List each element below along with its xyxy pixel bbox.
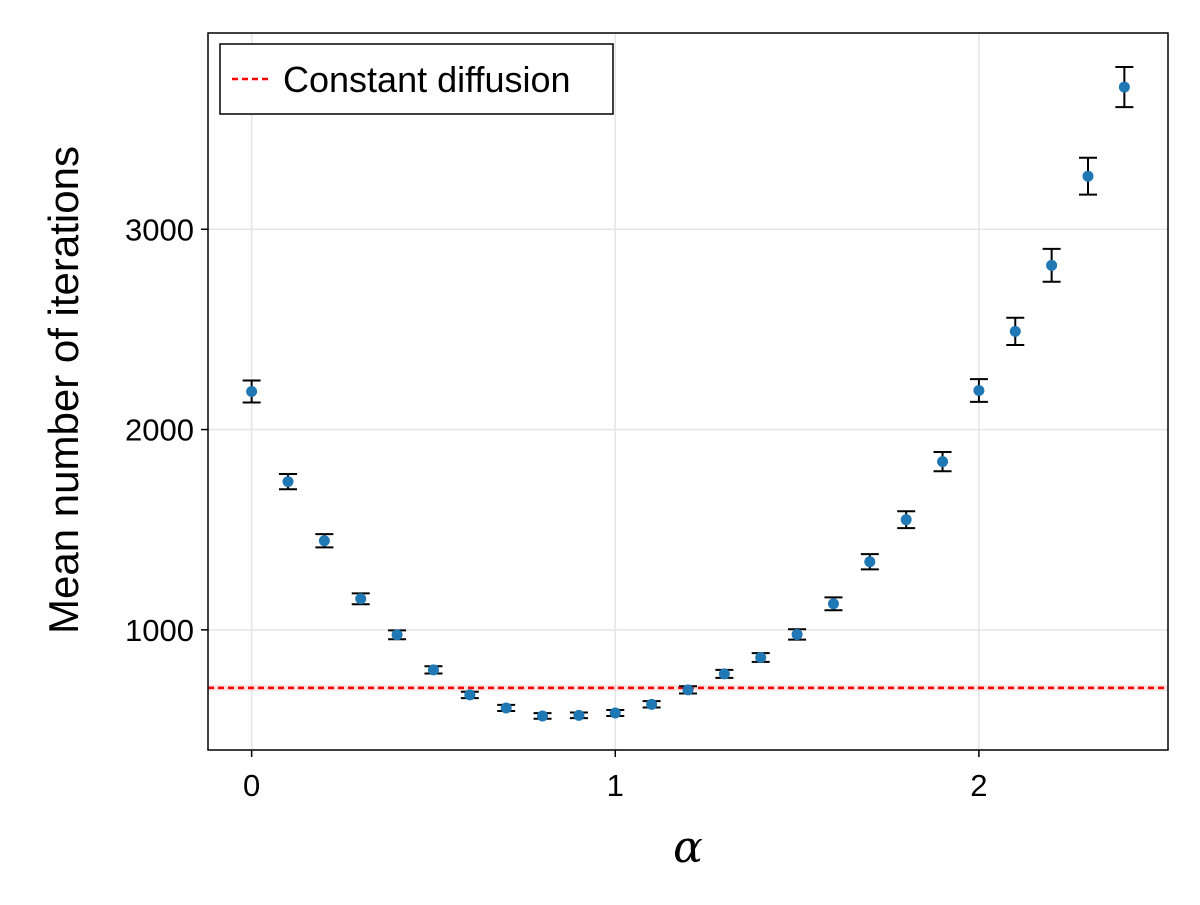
data-point-group <box>860 553 879 571</box>
data-point-group <box>1042 247 1061 283</box>
data-point-group <box>242 379 261 404</box>
data-point <box>1082 170 1094 182</box>
x-tick-label: 2 <box>970 768 987 803</box>
y-tick-label: 2000 <box>125 413 194 448</box>
x-tick-label: 0 <box>243 768 260 803</box>
data-point-group <box>315 533 334 549</box>
data-point-group <box>569 709 588 721</box>
y-axis-label: Mean number of iterations <box>40 146 87 634</box>
data-point-group <box>969 378 988 403</box>
grid <box>208 33 1168 750</box>
data-point <box>246 386 258 397</box>
data-point-group <box>642 698 661 710</box>
data-point <box>500 702 512 714</box>
data-point <box>355 593 367 605</box>
data-point-group <box>351 592 370 606</box>
data-point-group <box>679 684 697 696</box>
data-point-group <box>1006 316 1025 347</box>
data-point-group <box>497 702 516 714</box>
data-point-group <box>751 651 770 663</box>
data-point <box>464 689 476 701</box>
data-point <box>755 651 767 663</box>
data-point-group <box>424 664 443 676</box>
data-point <box>646 698 658 710</box>
data-point <box>900 514 912 526</box>
data-point <box>427 664 439 676</box>
data-point <box>1118 81 1130 93</box>
data-point <box>1046 259 1058 271</box>
data-point-group <box>1079 156 1097 196</box>
x-tick-label: 1 <box>607 768 624 803</box>
y-tick-label: 3000 <box>125 212 194 247</box>
data-point <box>718 668 730 680</box>
axes-ticks: 0 1 2 1000 2000 3000 <box>125 212 988 803</box>
data-point <box>827 598 839 610</box>
data-point-group <box>460 689 479 701</box>
data-point-group <box>824 596 843 612</box>
data-point <box>973 384 985 396</box>
legend-box <box>219 43 614 115</box>
data-point-group <box>715 668 734 680</box>
plot-frame <box>207 32 1169 751</box>
y-tick-label: 1000 <box>125 613 194 648</box>
data-point <box>537 710 549 722</box>
data-point-group <box>533 710 552 722</box>
legend: Constant diffusion <box>219 43 614 115</box>
data-point-group <box>897 510 916 530</box>
data-point <box>791 628 803 640</box>
data-layer <box>242 66 1134 722</box>
data-point-group <box>1115 66 1134 109</box>
data-point <box>391 629 403 641</box>
data-point-group <box>279 473 297 491</box>
data-point-group <box>788 628 807 641</box>
legend-label-constant-diffusion: Constant diffusion <box>283 59 571 100</box>
x-axis-label: α <box>673 822 703 873</box>
data-point <box>1009 325 1021 337</box>
data-point <box>864 556 876 568</box>
data-point <box>318 535 330 547</box>
data-point-group <box>606 707 625 719</box>
data-point <box>937 456 949 468</box>
data-point-group <box>388 629 407 641</box>
data-point <box>682 684 694 696</box>
data-point <box>573 709 585 721</box>
data-point <box>609 707 621 719</box>
data-point-group <box>933 450 952 473</box>
data-point <box>282 476 294 488</box>
